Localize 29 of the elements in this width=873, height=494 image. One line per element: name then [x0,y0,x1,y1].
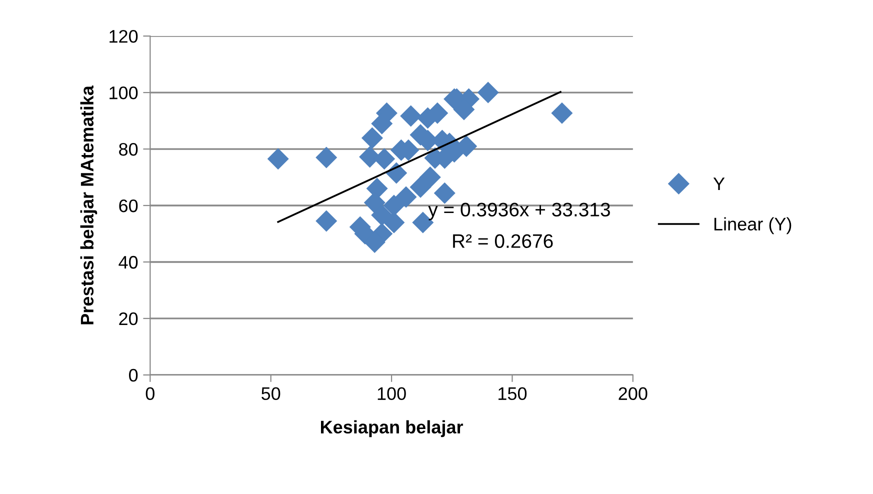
point [410,176,432,198]
point [395,186,417,208]
x-tick-label: 0 [146,387,154,400]
y-tick-label: 100 [110,86,138,100]
point [400,105,422,127]
point [434,182,456,204]
point [551,102,573,124]
point [316,210,338,232]
y-tick-label: 0 [129,368,138,382]
y-tick-label: 80 [119,142,138,156]
legend-label: Linear (Y) [714,217,792,234]
point [316,146,338,168]
x-axis-title: Kesiapan belajar [321,420,464,438]
y-tick-label: 20 [119,312,138,326]
y-tick-label: 40 [118,256,138,269]
annotation: y = 0.3936x + 33.313 [428,202,610,220]
annotation: R² = 0.2676 [453,234,553,248]
y-axis-title: Prestasi belajar MAtematika [80,85,98,324]
point [267,148,289,170]
point [371,204,393,226]
legend-label: Y [713,178,725,190]
x-tick-label: 200 [618,387,648,400]
x-tick-label: 100 [378,387,406,400]
y-tick-label: 60 [119,199,138,212]
x-tick-label: 50 [262,387,280,400]
point [477,82,499,104]
y-tick-label: 120 [110,30,138,43]
x-tick-label: 150 [498,387,527,400]
point [361,127,383,149]
